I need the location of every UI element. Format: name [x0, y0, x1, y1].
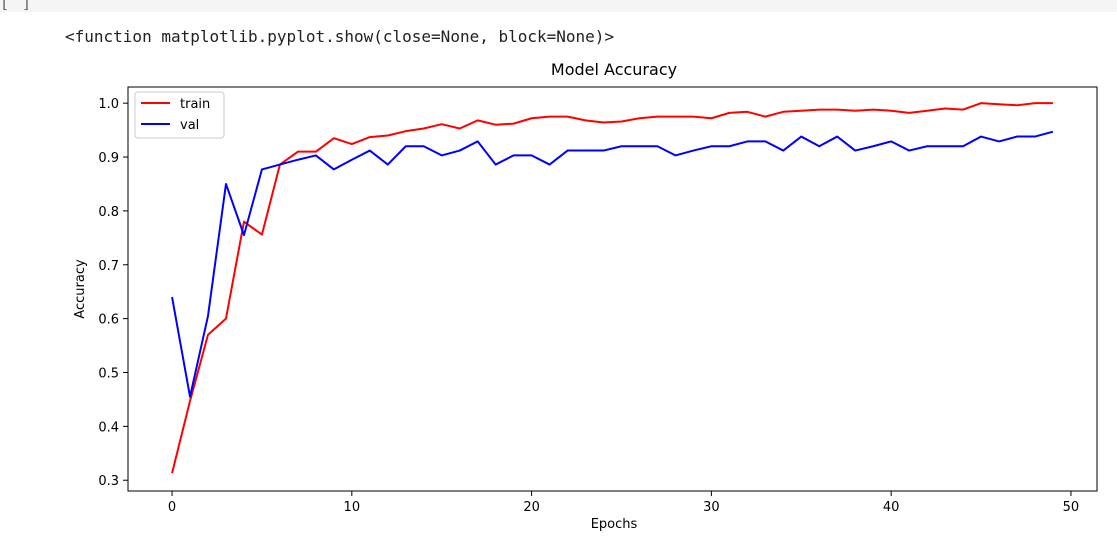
y-tick-label: 0.6	[98, 313, 119, 328]
legend: train val	[134, 91, 225, 139]
y-tick-label: 0.5	[98, 366, 119, 381]
train-series-line	[171, 102, 1053, 474]
y-tick-label: 0.4	[98, 420, 119, 435]
legend-train-label: train	[180, 97, 210, 112]
y-tick-label: 1.0	[98, 97, 119, 112]
y-tick-label: 0.7	[98, 259, 119, 274]
y-axis-ticks: 0.3 0.4 0.5 0.6 0.7 0.8 0.9 1.0	[98, 97, 128, 489]
chart-title: Model Accuracy	[551, 60, 677, 79]
val-series-line	[171, 130, 1054, 398]
legend-val-label: val	[180, 118, 199, 133]
y-tick-label: 0.9	[98, 151, 119, 166]
plot-area	[127, 86, 1098, 492]
x-axis-label: Epochs	[591, 517, 638, 532]
x-tick-label: 20	[523, 500, 540, 515]
y-tick-label: 0.8	[98, 205, 119, 220]
x-tick-label: 30	[703, 500, 720, 515]
x-tick-label: 50	[1063, 500, 1080, 515]
x-tick-label: 40	[883, 500, 900, 515]
x-tick-label: 0	[168, 500, 176, 515]
cell-run-indicator[interactable]: [ ]	[0, 0, 34, 12]
x-axis-ticks: 0 10 20 30 40 50	[168, 491, 1079, 515]
y-axis-label: Accuracy	[73, 259, 88, 319]
y-tick-label: 0.3	[98, 474, 119, 489]
cell-output-text: <function matplotlib.pyplot.show(close=N…	[65, 27, 615, 46]
series-lines	[171, 102, 1054, 474]
axes-frame	[127, 86, 1098, 492]
x-tick-label: 10	[344, 500, 361, 515]
cell-header-band	[0, 0, 1117, 12]
